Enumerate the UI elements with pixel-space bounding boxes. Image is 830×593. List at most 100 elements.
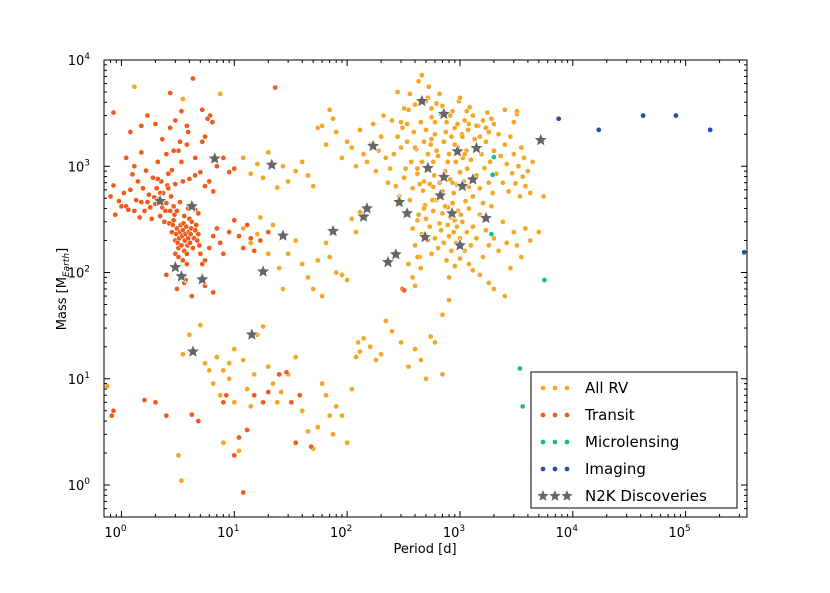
transit-point (213, 163, 220, 170)
transit-point (202, 257, 208, 264)
transit-point (140, 185, 146, 192)
all-rv-point (326, 412, 333, 419)
all-rv-point (430, 208, 437, 214)
transit-point (177, 199, 183, 205)
transit-point (206, 245, 213, 251)
all-rv-point (378, 133, 384, 140)
transit-point (175, 147, 182, 154)
all-rv-point (446, 274, 452, 281)
transit-point (202, 133, 208, 140)
all-rv-point (469, 112, 476, 119)
all-rv-point (186, 331, 193, 338)
all-rv-point (339, 412, 345, 419)
x-tick-label: 100 (104, 524, 127, 541)
all-rv-point (323, 240, 329, 246)
all-rv-point (339, 154, 345, 161)
transit-point (143, 167, 149, 174)
y-tick-label: 101 (68, 371, 90, 388)
transit-point (167, 208, 173, 214)
all-rv-point (373, 168, 379, 174)
all-rv-point (175, 452, 182, 459)
all-rv-point (502, 141, 508, 148)
all-rv-point (285, 250, 291, 257)
all-rv-point (448, 133, 455, 140)
all-rv-point (405, 261, 412, 267)
all-rv-point (412, 101, 418, 108)
transit-point (110, 407, 117, 414)
n2k-discoveries-point (185, 343, 201, 358)
all-rv-point (305, 274, 311, 281)
all-rv-point (425, 151, 431, 157)
transit-point (236, 434, 242, 441)
transit-point (202, 183, 208, 189)
n2k-discoveries-point (244, 326, 260, 341)
x-tick-label: 105 (668, 524, 690, 541)
transit-point (236, 233, 242, 239)
all-rv-point (509, 170, 515, 177)
all-rv-point (274, 399, 281, 406)
all-rv-point (265, 149, 272, 156)
all-rv-point (438, 227, 444, 234)
transit-point (265, 389, 272, 395)
all-rv-point (491, 286, 497, 292)
all-rv-point (463, 108, 470, 115)
transit-point (153, 185, 160, 192)
transit-point (157, 213, 163, 219)
transit-point (190, 245, 196, 251)
transit-point (210, 188, 217, 195)
all-rv-point (348, 215, 355, 222)
all-rv-point (529, 159, 536, 165)
microlensing-point (488, 231, 495, 237)
all-rv-point (433, 100, 440, 107)
all-rv-point (353, 163, 359, 170)
all-rv-point (428, 105, 435, 112)
transit-point (231, 452, 238, 459)
all-rv-point (481, 165, 488, 171)
all-rv-point (457, 169, 463, 176)
all-rv-point (409, 185, 416, 192)
transit-point (150, 174, 156, 181)
all-rv-point (409, 225, 416, 232)
y-tick-label: 100 (68, 477, 91, 494)
legend-marker-microlensing (552, 439, 558, 445)
all-rv-point (319, 293, 325, 299)
all-rv-point (292, 168, 299, 174)
y-axis-label-close: ] (55, 248, 70, 253)
all-rv-point (367, 343, 374, 350)
all-rv-point (483, 227, 489, 234)
x-tick-label: 103 (443, 524, 465, 541)
transit-point (148, 215, 155, 222)
all-rv-point (439, 210, 446, 217)
x-tick-label: 101 (217, 524, 239, 541)
transit-point (110, 109, 117, 116)
all-rv-point (348, 386, 355, 392)
all-rv-point (254, 231, 261, 237)
all-rv-point (391, 151, 397, 157)
transit-point (199, 106, 206, 113)
all-rv-point (104, 383, 111, 390)
transit-point (133, 197, 140, 203)
all-rv-point (461, 151, 468, 157)
transit-point (247, 235, 254, 242)
all-rv-point (480, 200, 486, 206)
all-rv-point (398, 144, 404, 151)
legend-item-n2k-discoveries: N2K Discoveries (535, 487, 707, 505)
transit-point (296, 392, 303, 399)
transit-point (175, 254, 182, 260)
n2k-discoveries-point (391, 194, 407, 209)
all-rv-point (466, 261, 472, 267)
all-rv-point (404, 138, 410, 145)
transit-point (177, 138, 183, 145)
imaging-point (707, 127, 714, 133)
all-rv-point (507, 133, 514, 140)
all-rv-point (510, 229, 517, 235)
all-rv-point (468, 156, 474, 163)
legend-item-transit: Transit (540, 406, 635, 424)
transit-point (108, 412, 115, 419)
legend-marker-n2k-discoveries (547, 488, 563, 502)
all-rv-point (449, 200, 456, 206)
transit-point (110, 182, 117, 189)
all-rv-point (466, 205, 472, 212)
all-rv-point (488, 115, 495, 122)
all-rv-point (540, 193, 547, 200)
